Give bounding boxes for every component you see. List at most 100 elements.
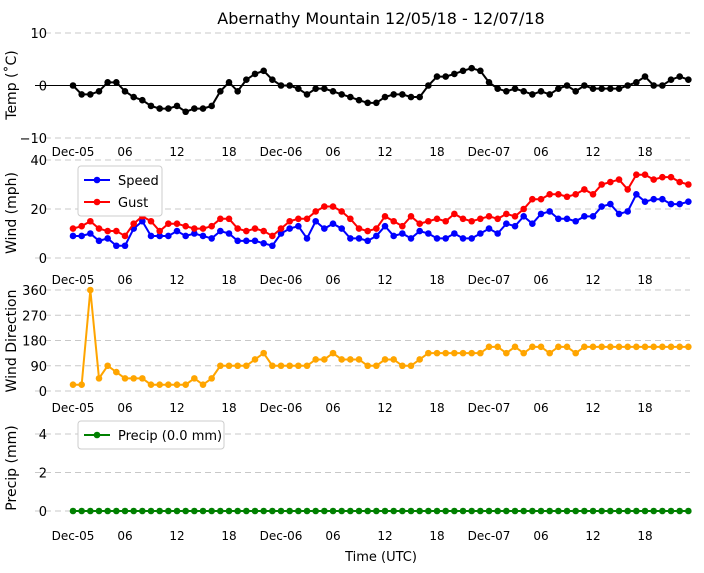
- data-point: [182, 108, 189, 116]
- data-point: [251, 237, 259, 245]
- data-point: [589, 191, 597, 198]
- data-point: [459, 349, 467, 357]
- data-point: [364, 237, 371, 245]
- data-point: [364, 362, 371, 370]
- data-point: [537, 343, 545, 351]
- data-point: [321, 356, 328, 363]
- data-point: [217, 215, 224, 223]
- series-line: [73, 192, 689, 247]
- x-tick-label: 12: [585, 273, 600, 287]
- y-tick-label: 360: [22, 284, 47, 299]
- data-point: [364, 227, 371, 235]
- data-point: [329, 507, 337, 515]
- data-point: [676, 343, 683, 351]
- data-point: [364, 99, 371, 107]
- data-point: [685, 181, 692, 188]
- panel-4: 4 2 0 Dec-05 06 12 18 Dec-06 06 12 18 Dec-07 06 12 18 P…: [35, 420, 692, 543]
- data-point: [650, 507, 657, 515]
- data-point: [425, 82, 432, 89]
- data-point: [503, 507, 510, 515]
- x-tick-label: 06: [117, 529, 132, 543]
- data-point: [451, 70, 458, 78]
- data-point: [451, 349, 458, 357]
- data-point: [243, 227, 250, 235]
- data-point: [147, 217, 155, 225]
- data-point: [286, 217, 293, 225]
- data-point: [459, 67, 467, 75]
- x-tick-label: 06: [533, 273, 548, 287]
- data-point: [182, 381, 189, 388]
- data-point: [641, 198, 649, 205]
- series-line: [72, 173, 689, 238]
- data-point: [425, 230, 432, 237]
- data-point: [147, 381, 155, 388]
- data-point: [234, 87, 241, 95]
- data-point: [615, 176, 623, 183]
- data-point: [139, 96, 146, 104]
- data-point: [633, 343, 640, 351]
- x-tick-label: 06: [533, 145, 548, 159]
- data-point: [286, 82, 293, 89]
- data-point: [416, 93, 423, 101]
- data-point: [78, 222, 85, 230]
- data-point: [104, 507, 111, 515]
- data-point: [217, 362, 224, 370]
- data-point: [468, 217, 475, 225]
- data-point: [130, 220, 137, 227]
- data-point: [511, 343, 519, 351]
- data-point: [641, 343, 649, 351]
- data-point: [529, 195, 536, 203]
- data-point: [546, 208, 553, 215]
- data-point: [234, 362, 241, 370]
- data-point: [199, 381, 207, 388]
- y-tick-label: 2: [39, 467, 47, 482]
- data-point: [321, 507, 328, 515]
- data-point: [217, 227, 224, 235]
- data-point: [667, 76, 675, 84]
- data-point: [459, 215, 467, 223]
- data-point: [217, 507, 224, 515]
- data-point: [581, 82, 588, 89]
- data-point: [451, 507, 458, 515]
- x-tick-label: Dec-05: [52, 401, 95, 415]
- data-point: [156, 227, 163, 235]
- data-point: [555, 507, 562, 515]
- data-point: [650, 176, 657, 183]
- data-point: [173, 102, 181, 110]
- data-point: [208, 375, 215, 382]
- data-point: [251, 70, 259, 78]
- data-point: [243, 507, 250, 515]
- x-tick-label: 12: [585, 529, 600, 543]
- data-point: [286, 507, 293, 515]
- data-point: [459, 235, 467, 242]
- data-point: [260, 349, 267, 357]
- y-tick-label: 40: [30, 154, 47, 169]
- data-point: [477, 215, 484, 223]
- x-tick-label: 12: [377, 145, 392, 159]
- x-tick-label: Dec-06: [260, 401, 303, 415]
- x-tick-label: Dec-06: [260, 529, 303, 543]
- data-point: [546, 191, 553, 198]
- data-point: [95, 225, 103, 232]
- panel-2: 40 20 0 Dec-05 06 12 18 Dec-06 06 12 18 Dec-07 06 12 1…: [30, 154, 692, 287]
- data-point: [303, 362, 311, 370]
- legend: Precip (0.0 mm): [77, 420, 225, 450]
- data-point: [477, 230, 484, 237]
- data-point: [563, 215, 571, 223]
- legend-marker: [93, 431, 101, 439]
- data-point: [173, 227, 181, 235]
- data-point: [407, 213, 415, 220]
- data-point: [685, 198, 692, 205]
- data-point: [407, 362, 415, 370]
- data-point: [416, 227, 423, 235]
- x-tick-label: 06: [117, 145, 132, 159]
- data-point: [121, 87, 129, 95]
- data-point: [485, 343, 493, 351]
- data-point: [494, 85, 501, 92]
- y-tick-label: 270: [22, 309, 47, 324]
- data-point: [520, 87, 527, 95]
- y-tick-label: 10: [30, 27, 47, 42]
- data-point: [520, 205, 527, 213]
- data-point: [468, 64, 475, 72]
- data-point: [303, 235, 311, 242]
